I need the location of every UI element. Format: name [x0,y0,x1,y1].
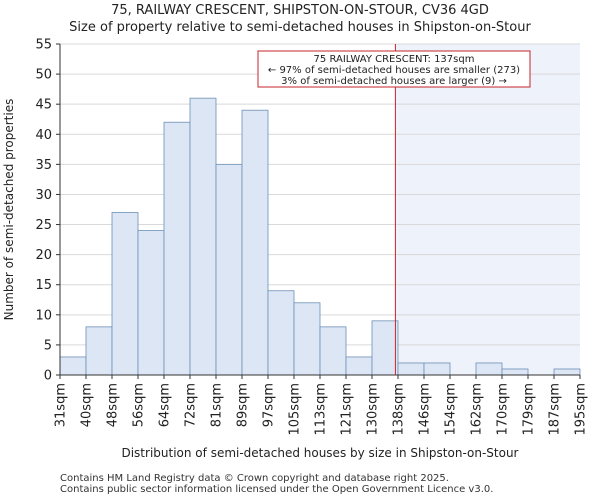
x-tick-label: 31sqm [54,383,69,427]
x-tick-label: 56sqm [132,383,147,427]
x-tick-label: 48sqm [106,383,121,427]
bar [553,368,581,376]
y-tick-label: 35 [35,158,52,173]
x-tick-label: 81sqm [210,383,225,427]
y-tick-label: 15 [35,278,52,293]
bar [163,121,191,376]
annotation-box [257,50,531,88]
x-tick-label: 138sqm [392,383,407,436]
y-tick-label: 55 [35,38,52,53]
x-axis-title: Distribution of semi-detached houses by … [121,446,518,460]
bar [215,163,243,376]
bar [319,326,347,376]
x-tick-label: 170sqm [496,383,511,436]
bar [293,302,321,376]
y-tick-label: 20 [35,248,52,263]
highlight-shade [395,44,580,375]
bar [241,109,269,376]
y-axis-title: Number of semi-detached properties [2,99,16,321]
bar [371,320,399,376]
x-tick-label: 64sqm [158,383,173,427]
bar [267,290,295,376]
x-tick-label: 146sqm [418,383,433,436]
chart-subtitle: Size of property relative to semi-detach… [69,20,531,35]
bar [85,326,113,376]
y-tick-label: 30 [35,188,52,203]
y-tick-label: 25 [35,218,52,233]
bar [137,230,165,376]
x-tick-label: 105sqm [288,383,303,436]
bar [59,356,87,376]
annotation-line: 75 RAILWAY CRESCENT: 137sqm [314,54,475,65]
bar [475,362,503,376]
x-tick-label: 113sqm [314,383,329,436]
bar [397,362,425,376]
bar [501,368,529,376]
x-tick-label: 130sqm [366,383,381,436]
x-tick-label: 97sqm [262,383,277,427]
footer-licence: Contains public sector information licen… [60,484,494,495]
annotation-line: ← 97% of semi-detached houses are smalle… [268,65,520,76]
footer-copyright: Contains HM Land Registry data © Crown c… [60,473,449,484]
x-tick-label: 179sqm [522,383,537,436]
x-tick-label: 154sqm [444,383,459,436]
chart-title: 75, RAILWAY CRESCENT, SHIPSTON-ON-STOUR,… [111,3,489,18]
x-tick-label: 40sqm [80,383,95,427]
y-tick-label: 40 [35,128,52,143]
bar [189,97,217,376]
y-tick-label: 0 [44,369,52,384]
bar [423,362,451,376]
bar [111,212,139,376]
bar [345,356,373,376]
y-tick-label: 45 [35,98,52,113]
x-tick-label: 72sqm [184,383,199,427]
x-tick-label: 195sqm [574,383,589,436]
annotation-line: 3% of semi-detached houses are larger (9… [281,76,507,87]
x-tick-label: 121sqm [340,383,355,436]
y-tick-label: 50 [35,68,52,83]
x-tick-label: 187sqm [548,383,563,436]
x-tick-label: 89sqm [236,383,251,427]
y-tick-label: 10 [35,308,52,323]
x-tick-label: 162sqm [470,383,485,436]
y-tick-label: 5 [44,338,52,353]
